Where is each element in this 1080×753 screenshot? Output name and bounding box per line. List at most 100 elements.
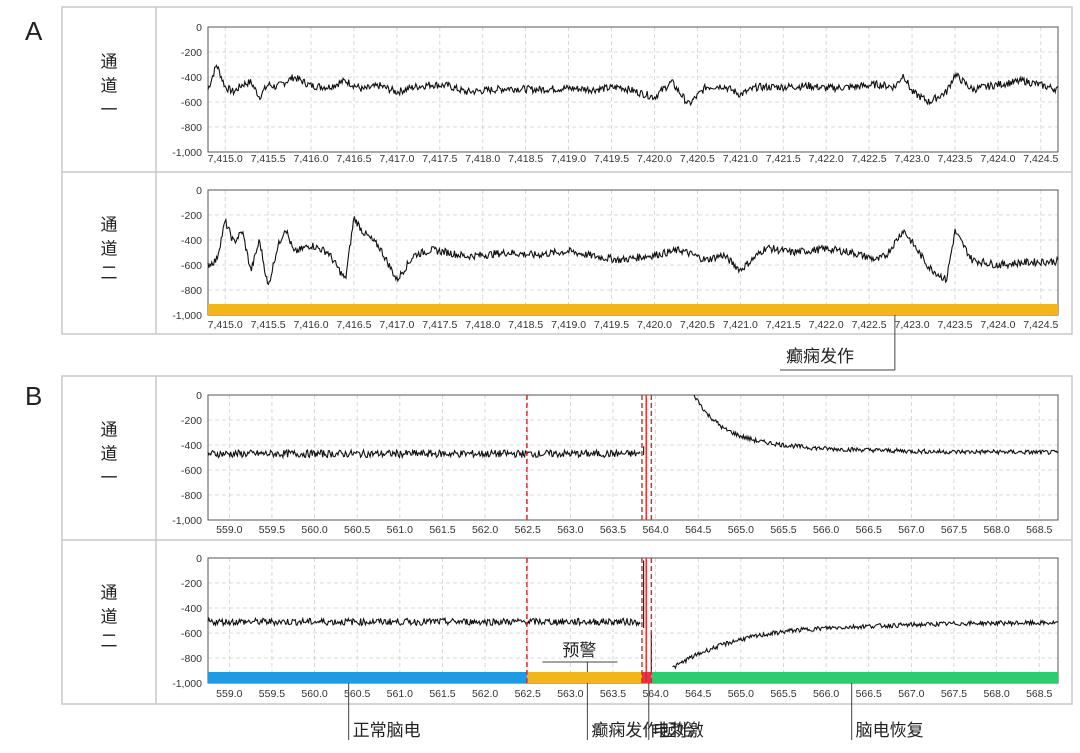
x-tick-label: 7,421.5: [766, 319, 801, 331]
x-tick-label: 7,417.5: [422, 319, 457, 331]
x-tick-label: 7,422.0: [809, 153, 844, 165]
channel-label-char: 道: [101, 240, 118, 260]
x-tick-label: 564.5: [685, 688, 711, 700]
x-tick-label: 561.5: [429, 524, 455, 536]
x-tick-label: 7,415.5: [251, 153, 286, 165]
x-tick-label: 7,419.5: [594, 153, 629, 165]
annotations: 癫痫发作: [780, 315, 896, 371]
x-tick-label: 567.0: [898, 688, 924, 700]
x-tick-label: 7,424.0: [980, 153, 1015, 165]
y-tick-label: -800: [181, 122, 202, 134]
x-tick-label: 565.0: [728, 688, 754, 700]
y-tick-label: -400: [181, 603, 202, 615]
x-tick-label: 7,424.5: [1023, 153, 1058, 165]
y-tick-label: -600: [181, 260, 202, 272]
annotation-label: 电刺激: [653, 721, 704, 741]
x-tick-label: 560.5: [344, 688, 370, 700]
y-tick-label: -1,000: [172, 310, 202, 322]
x-tick-label: 566.5: [856, 688, 882, 700]
x-tick-label: 563.5: [600, 688, 626, 700]
x-tick-label: 562.0: [472, 524, 498, 536]
y-tick-label: -400: [181, 72, 202, 84]
channel-label-char: 道: [101, 77, 118, 97]
y-tick-label: 0: [196, 185, 202, 197]
y-tick-label: -600: [181, 628, 202, 640]
x-tick-label: 7,418.5: [508, 319, 543, 331]
annotation-label: 预警: [562, 641, 596, 661]
channel-label-char: 通: [101, 421, 118, 441]
y-tick-label: -200: [181, 578, 202, 590]
y-tick-label: -800: [181, 653, 202, 665]
channel-1: 通道一 0 -200 -400 -600 -800 -1,000 559.0 559.5 560.…: [101, 390, 1059, 536]
x-tick-label: 559.5: [259, 524, 285, 536]
x-tick-label: 7,415.0: [208, 319, 243, 331]
x-tick-label: 565.0: [728, 524, 754, 536]
y-tick-label: -1,000: [172, 147, 202, 159]
x-tick-label: 7,416.0: [294, 319, 329, 331]
x-tick-label: 559.0: [216, 688, 242, 700]
x-tick-label: 567.0: [898, 524, 924, 536]
channel-label-char: 一: [101, 101, 118, 121]
y-tick-label: -800: [181, 285, 202, 297]
x-tick-label: 7,421.0: [723, 319, 758, 331]
x-tick-label: 561.0: [387, 524, 413, 536]
x-tick-label: 7,416.5: [336, 319, 371, 331]
x-tick-label: 7,420.0: [637, 153, 672, 165]
x-tick-label: 561.5: [429, 688, 455, 700]
y-tick-label: -800: [181, 490, 202, 502]
x-tick-label: 566.0: [813, 524, 839, 536]
x-tick-label: 7,420.5: [680, 153, 715, 165]
x-tick-label: 564.0: [642, 688, 668, 700]
x-tick-label: 7,420.0: [637, 319, 672, 331]
x-tick-label: 7,421.5: [766, 153, 801, 165]
x-tick-label: 7,416.5: [336, 153, 371, 165]
x-tick-label: 7,415.0: [208, 153, 243, 165]
signal-trace: [207, 216, 1059, 286]
x-tick-label: 7,420.5: [680, 319, 715, 331]
x-tick-label: 560.0: [301, 688, 327, 700]
panel-frame: [61, 6, 1073, 335]
x-tick-label: 564.5: [685, 524, 711, 536]
plot-area: [207, 189, 1059, 316]
x-tick-label: 565.5: [770, 524, 796, 536]
channel-label-char: 道: [101, 608, 118, 628]
channel-label-char: 通: [101, 584, 118, 604]
x-tick-label: 566.5: [856, 524, 882, 536]
y-tick-label: -400: [181, 440, 202, 452]
signal-trace: [672, 618, 1059, 670]
x-tick-label: 566.0: [813, 688, 839, 700]
x-tick-label: 7,415.5: [251, 319, 286, 331]
x-tick-label: 568.5: [1026, 688, 1052, 700]
x-tick-label: 563.5: [600, 524, 626, 536]
x-tick-label: 559.5: [259, 688, 285, 700]
annotation-label: 脑电恢复: [856, 721, 924, 741]
x-tick-label: 7,423.0: [895, 319, 930, 331]
channel-label-char: 通: [101, 216, 118, 236]
x-tick-label: 7,424.5: [1023, 319, 1058, 331]
x-tick-label: 7,423.0: [895, 153, 930, 165]
x-tick-label: 567.5: [941, 688, 967, 700]
y-tick-label: 0: [196, 390, 202, 402]
y-tick-label: -200: [181, 47, 202, 59]
channel-label-char: 二: [101, 632, 118, 652]
x-tick-label: 7,424.0: [980, 319, 1015, 331]
annotation-label: 正常脑电: [353, 721, 421, 741]
x-tick-label: 563.0: [557, 688, 583, 700]
y-tick-label: -600: [181, 97, 202, 109]
annotation-label: 癫痫发作: [786, 347, 854, 367]
channel-1: 通道一 0 -200 -400 -600 -800 -1,000 7,415.0 7,415.5…: [101, 22, 1059, 165]
y-tick-label: 0: [196, 553, 202, 565]
x-tick-label: 562.0: [472, 688, 498, 700]
panel-label: B: [25, 381, 42, 411]
panel-label: A: [25, 16, 43, 46]
marker-bar-segment: [651, 672, 1058, 683]
channel-2: 通道二 0 -200 -400 -600 -800 -1,000 7,415.0 7,415.5…: [101, 185, 1059, 331]
x-tick-label: 565.5: [770, 688, 796, 700]
signal-trace: [207, 64, 1059, 107]
marker-bar-segment: [526, 672, 642, 683]
x-tick-label: 7,419.5: [594, 319, 629, 331]
